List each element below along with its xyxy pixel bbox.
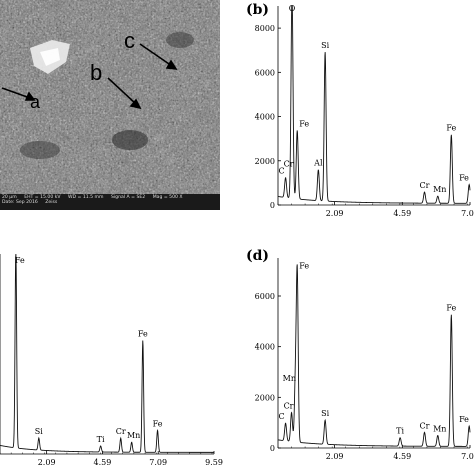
sem-image xyxy=(0,0,220,194)
peak-label: Fe xyxy=(15,256,25,265)
peak-label: Mn xyxy=(283,374,296,383)
y-tick-label: 8000 xyxy=(255,24,275,33)
arrow-c xyxy=(139,43,173,67)
x-tick-label: 2.09 xyxy=(326,209,344,218)
eds-spectrum-c: 2.09 4.59 7.09 9.59 Fe Si Ti Cr Mn Fe Fe xyxy=(0,253,223,467)
x-tick-label: 9.59 xyxy=(205,458,223,467)
peak-label: O xyxy=(289,4,296,13)
peak-label: Si xyxy=(321,41,329,50)
peak-label: Al xyxy=(313,159,323,168)
sem-footer-item: 20 µm xyxy=(2,195,17,200)
y-tick-label: 6000 xyxy=(255,68,275,77)
peak-label: Cr xyxy=(116,427,126,436)
y-tick-label: 6000 xyxy=(255,292,275,301)
sem-footer-item: Signal A = SE2 xyxy=(110,195,146,200)
sem-micrograph: a b c 20 µm EHT = 15.00 kV WD = 11.5 mm … xyxy=(0,0,220,210)
peak-label: Fe xyxy=(446,124,456,133)
x-tick-label: 7.09 xyxy=(461,452,474,461)
y-tick-label: 4000 xyxy=(255,343,275,352)
peak-label: Fe xyxy=(153,419,163,428)
peak-label: Mn xyxy=(433,185,446,194)
y-tick-label: 0 xyxy=(270,444,275,453)
peak-label: Fe xyxy=(138,329,148,338)
sem-footer-item: EHT = 15.00 kV xyxy=(24,195,61,200)
spectrum-line xyxy=(277,264,471,447)
arrow-a xyxy=(1,87,31,99)
peak-label: Fe xyxy=(459,415,469,424)
peak-label: Fe xyxy=(459,174,469,183)
sem-info-bar: 20 µm EHT = 15.00 kV WD = 11.5 mm Signal… xyxy=(0,194,220,210)
peak-label: C xyxy=(279,412,285,421)
x-tick-label: 2.09 xyxy=(326,452,344,461)
peak-label: Mn xyxy=(433,424,446,433)
panel-letter: (d) xyxy=(246,248,269,264)
panel-letter: (b) xyxy=(246,2,269,18)
peak-label: Ti xyxy=(97,435,105,444)
y-tick-label: 2000 xyxy=(255,393,275,402)
sem-footer-item: Zeiss xyxy=(45,200,58,206)
eds-spectrum-b: (b)020004000600080002.094.597.09CCrOFeAl… xyxy=(246,2,474,218)
peak-label: Fe xyxy=(299,119,309,128)
eds-spectrum-d: (d)02000400060002.094.597.09CCrMnFeSiTiC… xyxy=(246,248,474,461)
y-tick-label: 4000 xyxy=(255,113,275,122)
sem-label-a: a xyxy=(30,92,41,112)
peak-label: C xyxy=(279,167,285,176)
peak-label: Fe xyxy=(299,261,309,270)
peak-label: Cr xyxy=(420,421,430,430)
sem-label-c: c xyxy=(124,28,135,53)
peak-label: Cr xyxy=(284,160,294,169)
peak-label: Ti xyxy=(396,427,404,436)
x-tick-label: 4.59 xyxy=(393,209,411,218)
peak-label: Si xyxy=(321,409,329,418)
sem-footer-item: Date: Sep 2016 xyxy=(2,200,38,206)
sem-footer-item: Mag = 500 X xyxy=(152,195,183,200)
peak-label: Si xyxy=(35,427,43,436)
peak-label: Fe xyxy=(446,304,456,313)
x-tick-label: 7.09 xyxy=(461,209,474,218)
x-tick-label: 4.59 xyxy=(94,458,112,467)
spectrum-line xyxy=(0,253,214,453)
sem-footer-item: WD = 11.5 mm xyxy=(68,195,104,200)
y-tick-label: 0 xyxy=(270,201,275,210)
spectrum-line xyxy=(277,5,471,204)
peak-label: Cr xyxy=(420,181,430,190)
y-tick-label: 2000 xyxy=(255,157,275,166)
sem-label-b: b xyxy=(90,60,102,85)
peak-label: Cr xyxy=(284,401,294,410)
arrow-b xyxy=(107,77,137,105)
x-tick-label: 4.59 xyxy=(393,452,411,461)
x-tick-label: 7.09 xyxy=(149,458,167,467)
peak-label: Mn xyxy=(127,431,140,440)
x-tick-label: 2.09 xyxy=(38,458,56,467)
